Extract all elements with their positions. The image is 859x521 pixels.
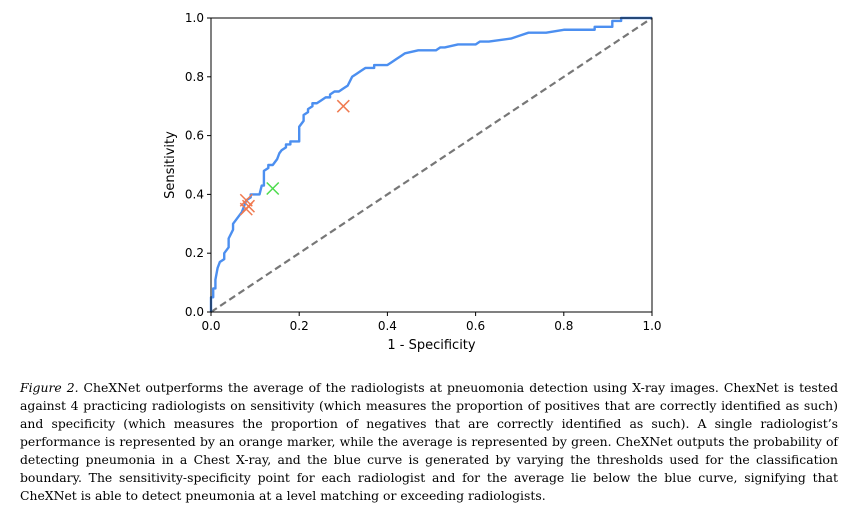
x-tick-label: 0.0	[201, 319, 220, 333]
marker-stroke	[239, 202, 253, 216]
y-tick-label: 0.2	[185, 246, 204, 260]
radiologist-marker-3	[239, 202, 253, 216]
plot-area	[209, 16, 653, 313]
figure-label: Figure 2.	[20, 380, 79, 395]
x-tick-label: 1.0	[642, 319, 661, 333]
y-tick-label: 1.0	[185, 11, 204, 25]
x-tick-label: 0.6	[466, 319, 485, 333]
y-tick-label: 0.0	[185, 305, 204, 319]
marker-stroke	[266, 181, 280, 196]
roc-chart: 0.0 0.2 0.4 0.6 0.8 1.0 0.0 0.2 0.4 0.6 0.8 1.0 1 …	[163, 11, 662, 353]
x-tick-label: 0.2	[290, 319, 309, 333]
x-axis-label: 1 - Specificity	[387, 338, 476, 353]
reference-diagonal-line	[210, 17, 653, 313]
x-tick-label: 0.8	[554, 319, 573, 333]
radiologist-marker-5	[266, 181, 280, 196]
y-axis: 0.0 0.2 0.4 0.6 0.8 1.0	[185, 11, 211, 319]
marker-stroke	[336, 99, 350, 113]
x-axis: 0.0 0.2 0.4 0.6 0.8 1.0	[201, 312, 662, 333]
y-axis-label: Sensitivity	[163, 131, 178, 199]
x-tick-label: 0.4	[378, 319, 397, 333]
roc-curve-line	[209, 16, 652, 312]
y-tick-label: 0.8	[185, 70, 204, 84]
plot-frame	[210, 17, 653, 313]
figure-caption: Figure 2. CheXNet outperforms the averag…	[20, 379, 838, 505]
radiologist-marker-4	[336, 99, 350, 113]
y-tick-label: 0.4	[185, 187, 204, 201]
y-tick-label: 0.6	[185, 129, 204, 143]
caption-text: CheXNet outperforms the average of the r…	[20, 380, 839, 503]
